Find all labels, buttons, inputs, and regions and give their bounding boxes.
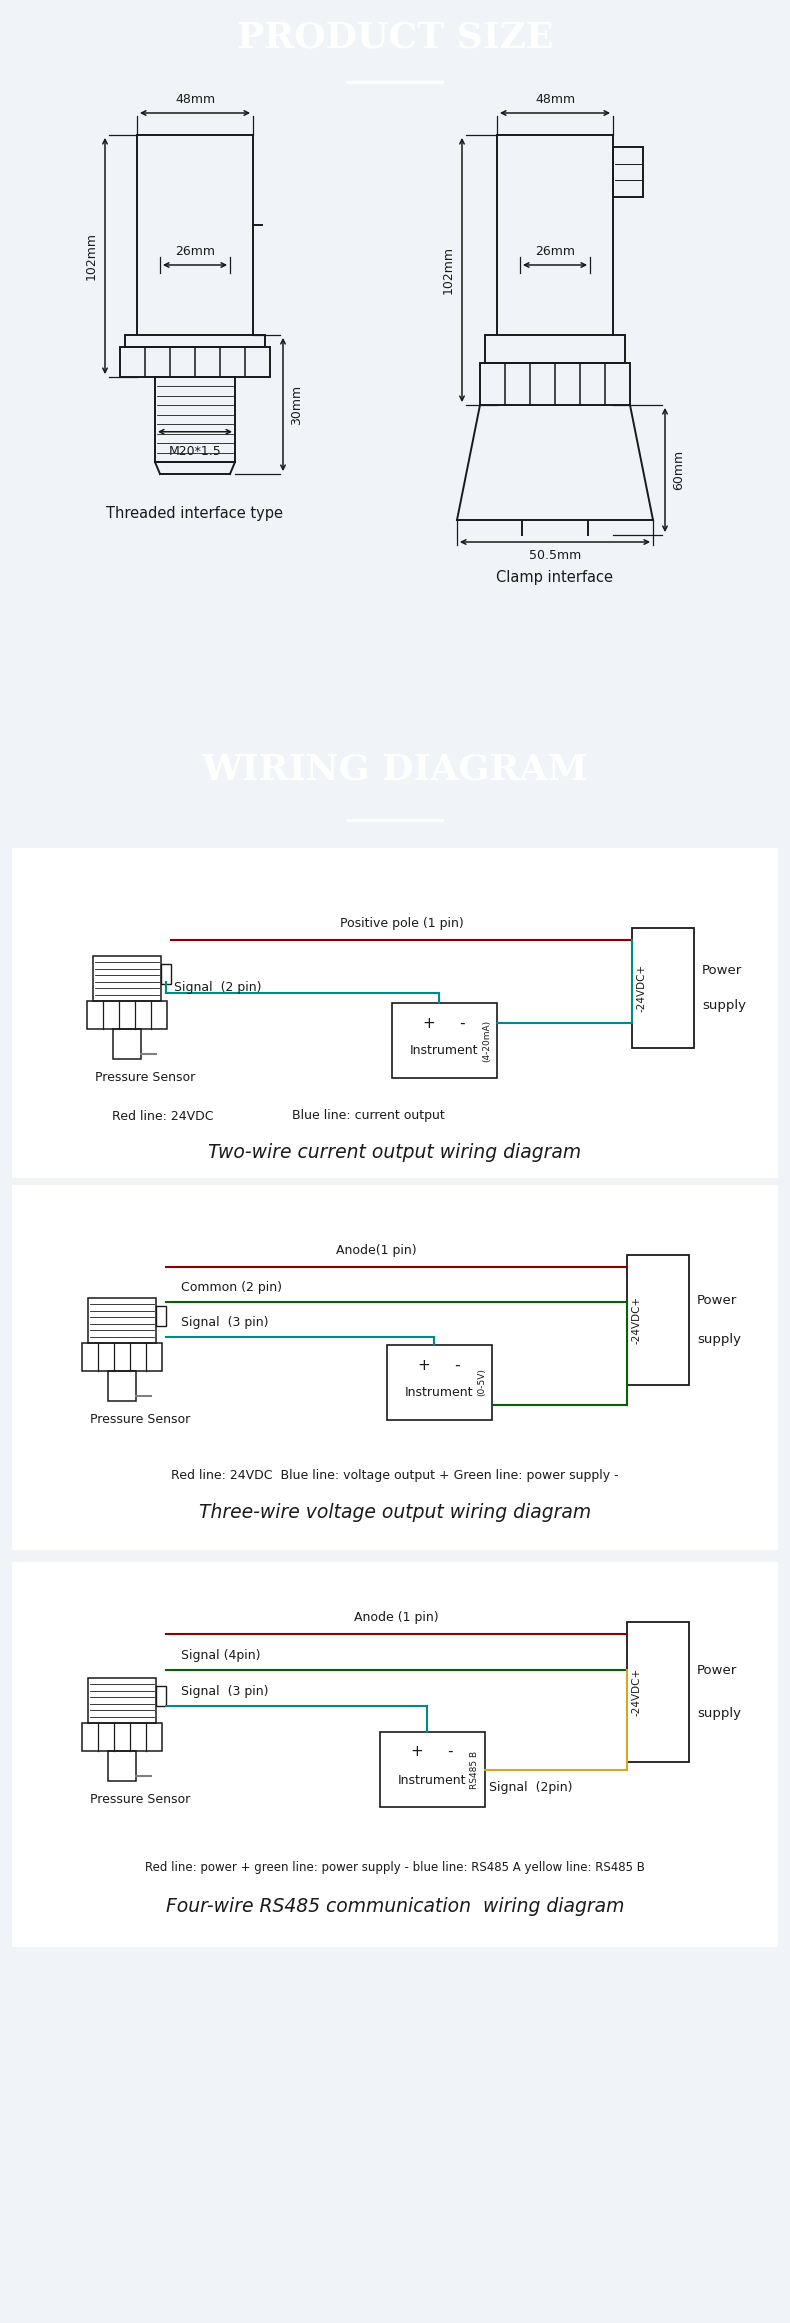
Text: Power: Power <box>697 1294 737 1308</box>
Bar <box>380 1733 485 1807</box>
Bar <box>108 1752 136 1782</box>
Bar <box>485 335 625 362</box>
Text: Pressure Sensor: Pressure Sensor <box>90 1793 190 1805</box>
Bar <box>113 1029 141 1059</box>
Bar <box>87 1001 167 1029</box>
Bar <box>627 1621 689 1763</box>
Text: Clamp interface: Clamp interface <box>496 569 614 585</box>
Text: supply: supply <box>702 999 746 1013</box>
Text: 48mm: 48mm <box>175 93 215 107</box>
Text: Signal  (3 pin): Signal (3 pin) <box>181 1317 269 1329</box>
Text: PRODUCT SIZE: PRODUCT SIZE <box>237 21 553 56</box>
Bar <box>88 1677 156 1724</box>
Bar <box>480 362 630 404</box>
Text: -24VDC+: -24VDC+ <box>632 1296 642 1345</box>
Text: Power: Power <box>702 964 743 976</box>
Text: +     -: + - <box>411 1745 453 1759</box>
Text: RS485 B: RS485 B <box>471 1752 480 1789</box>
Text: Common (2 pin): Common (2 pin) <box>181 1280 282 1294</box>
Text: Anode (1 pin): Anode (1 pin) <box>354 1610 438 1624</box>
Text: 48mm: 48mm <box>535 93 575 107</box>
Text: 50.5mm: 50.5mm <box>529 548 581 562</box>
Text: Positive pole (1 pin): Positive pole (1 pin) <box>340 918 464 929</box>
Text: Signal  (2pin): Signal (2pin) <box>489 1782 573 1793</box>
Text: 60mm: 60mm <box>672 451 685 490</box>
Bar <box>82 1724 162 1752</box>
Bar <box>93 957 161 1001</box>
Bar <box>88 1299 156 1343</box>
Text: supply: supply <box>697 1333 741 1345</box>
Text: Three-wire voltage output wiring diagram: Three-wire voltage output wiring diagram <box>199 1503 591 1522</box>
Bar <box>155 376 235 462</box>
Text: Blue line: current output: Blue line: current output <box>292 1110 445 1122</box>
Bar <box>161 964 171 985</box>
Text: Signal (4pin): Signal (4pin) <box>181 1649 261 1661</box>
Bar <box>627 1254 689 1385</box>
Text: +     -: + - <box>418 1357 461 1373</box>
Text: Four-wire RS485 communication  wiring diagram: Four-wire RS485 communication wiring dia… <box>166 1898 624 1916</box>
Bar <box>387 1345 492 1419</box>
Text: Signal  (2 pin): Signal (2 pin) <box>174 980 261 994</box>
Text: (0-5V): (0-5V) <box>477 1368 487 1396</box>
Text: 26mm: 26mm <box>535 244 575 258</box>
FancyBboxPatch shape <box>7 1180 783 1554</box>
Text: supply: supply <box>697 1707 741 1719</box>
Bar <box>120 346 270 376</box>
Text: Instrument: Instrument <box>398 1772 467 1786</box>
Text: (4-20mA): (4-20mA) <box>483 1020 491 1062</box>
Bar <box>125 335 265 346</box>
Text: WIRING DIAGRAM: WIRING DIAGRAM <box>201 753 589 787</box>
Text: Threaded interface type: Threaded interface type <box>107 506 284 520</box>
Bar <box>82 1343 162 1371</box>
FancyBboxPatch shape <box>7 1556 783 1951</box>
Text: 26mm: 26mm <box>175 244 215 258</box>
Text: Two-wire current output wiring diagram: Two-wire current output wiring diagram <box>209 1143 581 1162</box>
Text: 102mm: 102mm <box>442 246 455 295</box>
Text: -24VDC+: -24VDC+ <box>632 1668 642 1717</box>
Text: Instrument: Instrument <box>410 1045 479 1057</box>
Text: Signal  (3 pin): Signal (3 pin) <box>181 1684 269 1698</box>
Text: Red line: 24VDC  Blue line: voltage output + Green line: power supply -: Red line: 24VDC Blue line: voltage outpu… <box>171 1468 619 1482</box>
Bar <box>613 146 643 197</box>
FancyBboxPatch shape <box>7 843 783 1182</box>
Text: Pressure Sensor: Pressure Sensor <box>90 1412 190 1426</box>
Text: Instrument: Instrument <box>405 1387 474 1398</box>
Bar <box>392 1004 497 1078</box>
Text: Red line: power + green line: power supply - blue line: RS485 A yellow line: RS4: Red line: power + green line: power supp… <box>145 1861 645 1875</box>
Bar <box>156 1306 166 1326</box>
Bar <box>156 1686 166 1705</box>
Text: 30mm: 30mm <box>290 383 303 425</box>
Text: -24VDC+: -24VDC+ <box>637 964 647 1013</box>
Text: +     -: + - <box>423 1015 466 1031</box>
Text: Pressure Sensor: Pressure Sensor <box>95 1071 195 1085</box>
Bar <box>108 1371 136 1401</box>
Text: Anode(1 pin): Anode(1 pin) <box>337 1245 417 1257</box>
Text: Power: Power <box>697 1666 737 1677</box>
Bar <box>632 927 694 1048</box>
Text: 102mm: 102mm <box>85 232 98 281</box>
Text: M20*1.5: M20*1.5 <box>168 444 221 458</box>
Text: Red line: 24VDC: Red line: 24VDC <box>112 1110 213 1122</box>
